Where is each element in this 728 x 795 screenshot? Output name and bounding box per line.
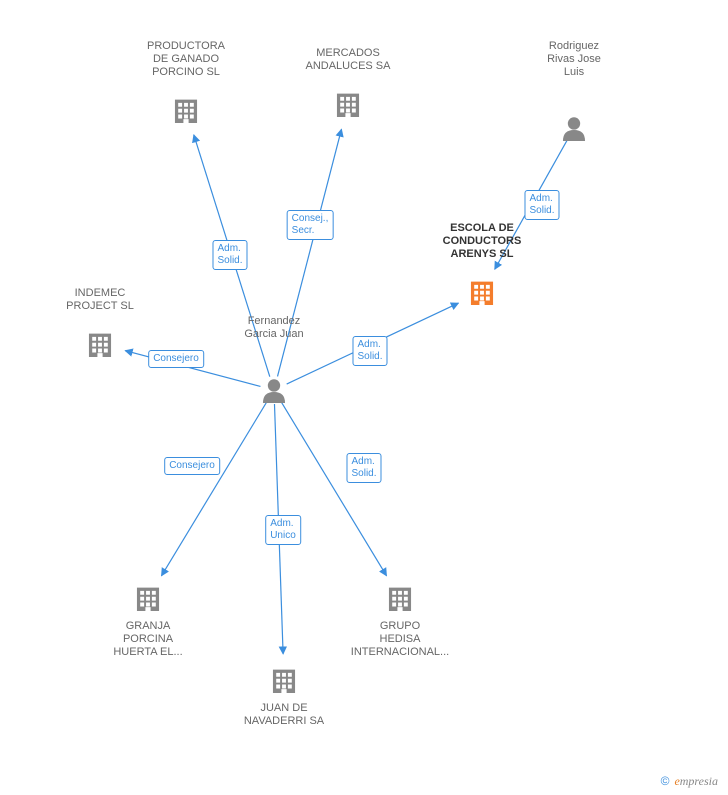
footer-copy: ©	[661, 774, 670, 788]
building-icon[interactable]	[337, 94, 359, 117]
edge-line	[278, 129, 342, 376]
edge-label: Adm. Solid.	[352, 336, 387, 366]
edge-label: Adm. Solid.	[212, 240, 247, 270]
person-icon[interactable]	[263, 379, 285, 403]
edge-label: Adm. Solid.	[524, 190, 559, 220]
person-icon[interactable]	[563, 117, 585, 141]
edge-label: Consej., Secr.	[287, 210, 334, 240]
edge-label: Adm. Solid.	[346, 453, 381, 483]
building-icon[interactable]	[89, 334, 111, 357]
edge-label: Consejero	[164, 457, 220, 475]
edge-line	[281, 402, 386, 576]
building-icon[interactable]	[273, 670, 295, 693]
edge-line	[161, 402, 266, 576]
building-icon[interactable]	[389, 588, 411, 611]
edge-label: Consejero	[148, 350, 204, 368]
network-canvas	[0, 0, 728, 795]
footer-rest: mpresia	[680, 774, 718, 788]
building-icon[interactable]	[137, 588, 159, 611]
building-icon[interactable]	[471, 282, 493, 305]
edge-label: Adm. Unico	[265, 515, 301, 545]
footer-credit: © empresia	[661, 774, 718, 789]
building-icon[interactable]	[175, 100, 197, 123]
